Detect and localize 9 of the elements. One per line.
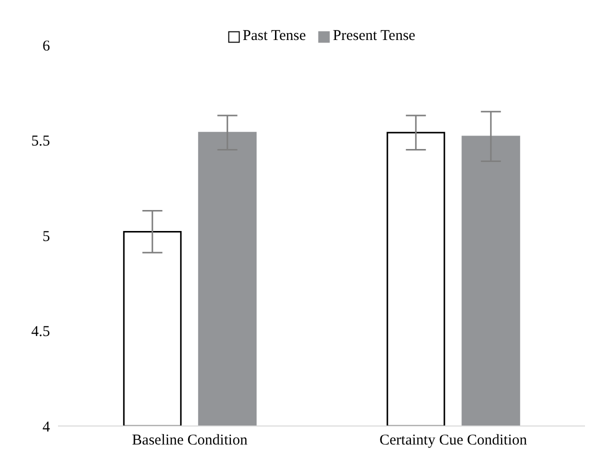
legend-label: Present Tense bbox=[332, 28, 416, 45]
y-tick-label: 5.5 bbox=[31, 134, 50, 150]
y-tick-label: 5 bbox=[42, 228, 50, 245]
y-tick-label: 6 bbox=[42, 38, 50, 54]
y-tick-label: 4 bbox=[42, 419, 50, 436]
x-tick-label: Baseline Condition bbox=[132, 432, 248, 449]
y-tick-label: 4.5 bbox=[31, 324, 50, 340]
x-tick-label: Certainty Cue Condition bbox=[380, 432, 528, 449]
legend-label: Past Tense bbox=[242, 28, 306, 45]
